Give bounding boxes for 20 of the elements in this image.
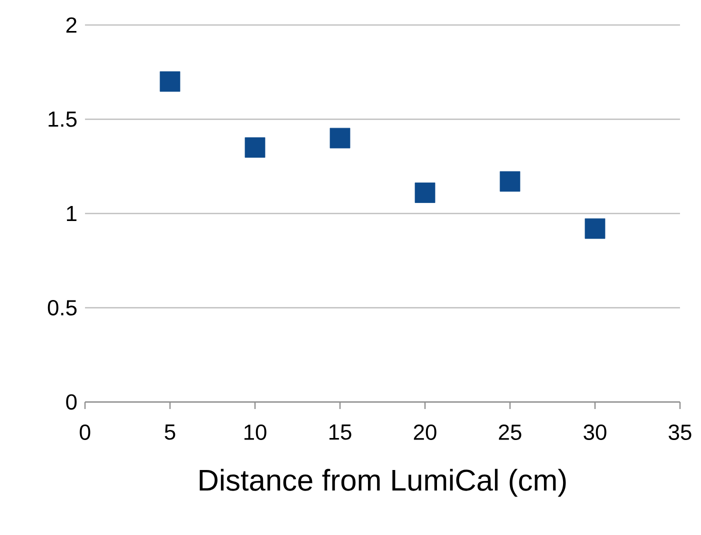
x-tick-label: 0 xyxy=(80,424,90,440)
x-tick-label: 10 xyxy=(244,424,266,440)
y-tick-label: 0.5 xyxy=(48,300,77,316)
x-axis-title: Distance from LumiCal (cm) xyxy=(200,468,566,497)
x-tick-label: 30 xyxy=(584,424,606,440)
y-tick-label: 1.5 xyxy=(48,112,77,127)
x-tick-label: 20 xyxy=(414,424,436,440)
y-tick-label: 0 xyxy=(66,394,77,410)
point xyxy=(244,137,266,158)
point xyxy=(414,182,436,203)
x-tick-label: 5 xyxy=(164,424,176,440)
point xyxy=(160,71,180,92)
point xyxy=(500,171,520,192)
y-tick-label: 2 xyxy=(66,17,76,33)
x-tick-label: 15 xyxy=(329,424,352,440)
point xyxy=(584,218,606,239)
x-tick-label: 35 xyxy=(668,424,692,440)
point xyxy=(330,128,350,148)
y-tick-label: 1 xyxy=(66,206,76,222)
x-tick-label: 25 xyxy=(498,424,522,440)
